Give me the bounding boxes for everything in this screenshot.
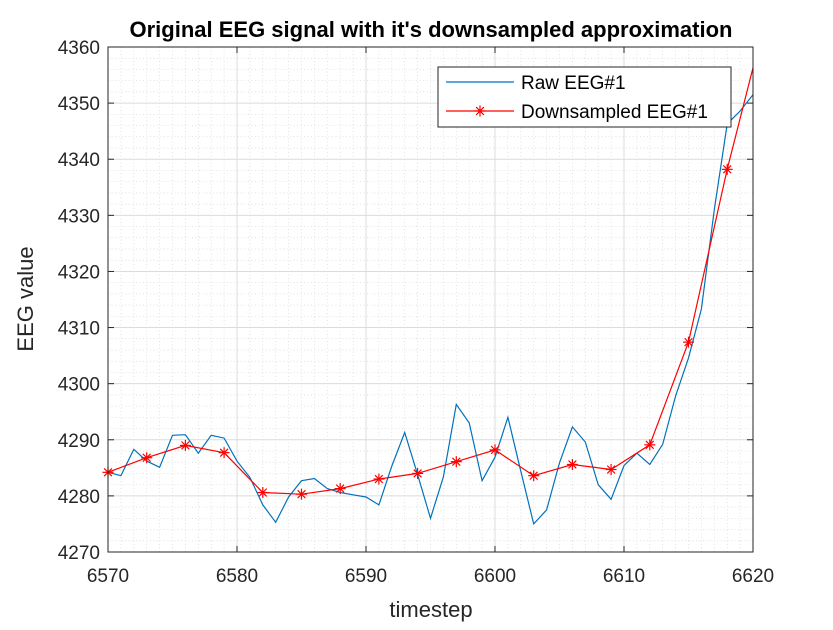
- x-tick-labels: 6570 6580 6590 6600 6610 6620: [87, 566, 774, 587]
- marker-stroke: [529, 471, 539, 481]
- y-tick-label: 4270: [58, 543, 100, 564]
- downsampled-point: [528, 470, 540, 482]
- legend-label-raw: Raw EEG#1: [521, 73, 626, 94]
- marker-stroke: [475, 106, 485, 116]
- x-tick-label: 6620: [732, 566, 774, 587]
- marker-stroke: [490, 445, 500, 455]
- marker-stroke: [219, 448, 229, 457]
- downsampled-eeg-line: [108, 67, 753, 495]
- downsampled-point: [218, 447, 230, 459]
- axes-box: [107, 46, 754, 553]
- marker-stroke: [684, 337, 693, 347]
- marker-stroke: [142, 453, 152, 463]
- marker-stroke: [258, 488, 268, 497]
- downsampled-point: [644, 439, 656, 451]
- x-tick-label: 6600: [474, 566, 516, 587]
- legend-asterisk: [474, 105, 486, 117]
- downsampled-point: [412, 467, 424, 479]
- marker-stroke: [568, 460, 577, 469]
- marker-stroke: [374, 474, 384, 484]
- x-axis-label: timestep: [389, 597, 472, 622]
- y-tick-label: 4290: [58, 431, 100, 452]
- marker-stroke: [606, 465, 616, 474]
- downsampled-point: [489, 444, 501, 456]
- y-tick-label: 4340: [58, 150, 100, 171]
- y-axis-label: EEG value: [13, 246, 38, 351]
- y-tick-label: 4300: [58, 375, 100, 396]
- y-tick-label: 4360: [58, 38, 100, 59]
- downsampled-point: [179, 439, 191, 451]
- downsampled-point: [257, 487, 269, 499]
- downsampled-point: [373, 473, 385, 485]
- marker-stroke: [181, 441, 190, 450]
- x-tick-label: 6570: [87, 566, 129, 587]
- x-tick-label: 6580: [216, 566, 258, 587]
- y-tick-label: 4350: [58, 94, 100, 115]
- marker-stroke: [413, 469, 422, 478]
- marker-stroke: [297, 489, 306, 499]
- legend-label-downsampled: Downsampled EEG#1: [521, 102, 708, 123]
- downsampled-point: [334, 483, 346, 495]
- downsampled-point: [296, 488, 307, 500]
- raw-eeg-line: [108, 94, 753, 526]
- y-tick-label: 4310: [58, 319, 100, 340]
- marker-stroke: [335, 484, 345, 493]
- downsampled-point: [566, 458, 578, 470]
- marker-stroke: [451, 457, 461, 466]
- downsampled-point: [450, 456, 462, 468]
- downsampled-point: [141, 452, 153, 464]
- marker-stroke: [722, 165, 732, 174]
- y-tick-label: 4320: [58, 262, 100, 283]
- downsampled-point: [605, 464, 617, 476]
- legend-box: [437, 66, 732, 128]
- tick-marks: [107, 46, 754, 553]
- downsampled-point: [721, 163, 733, 175]
- legend: Raw EEG#1 Downsampled EEG#1: [437, 66, 732, 128]
- series-layer: [102, 67, 753, 526]
- y-tick-label: 4280: [58, 487, 100, 508]
- y-tick-labels: 4270 4280 4290 4300 4310 4320 4330 4340 4350 4360: [58, 38, 100, 564]
- marker-stroke: [645, 440, 655, 450]
- legend-marker-downsampled: [474, 105, 486, 117]
- chart-title: Original EEG signal with it's downsample…: [130, 17, 733, 42]
- y-tick-label: 4330: [58, 206, 100, 227]
- x-tick-label: 6610: [603, 566, 645, 587]
- downsampled-point: [683, 336, 694, 348]
- x-tick-label: 6590: [345, 566, 387, 587]
